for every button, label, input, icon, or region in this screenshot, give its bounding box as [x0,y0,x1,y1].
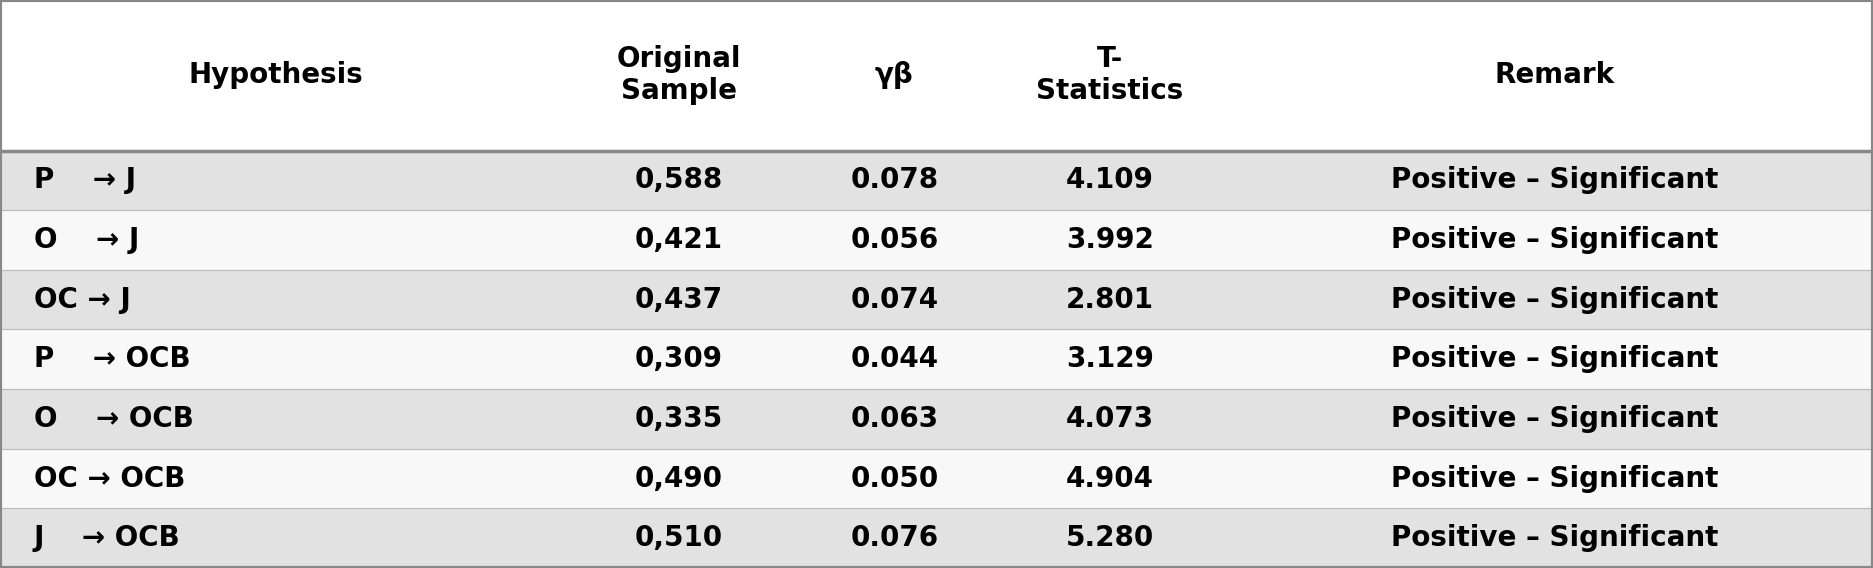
Text: 0.074: 0.074 [850,286,938,314]
Text: 0.050: 0.050 [850,465,938,492]
Text: 0.078: 0.078 [850,166,938,194]
Text: Hypothesis: Hypothesis [189,61,363,89]
Text: O    → OCB: O → OCB [34,405,193,433]
Text: Positive – Significant: Positive – Significant [1392,405,1718,433]
Text: γβ: γβ [875,61,914,89]
Text: 0,437: 0,437 [635,286,723,314]
Text: 0.063: 0.063 [850,405,938,433]
Text: 0,421: 0,421 [635,226,723,254]
Bar [0,389,1873,449]
Text: 0,510: 0,510 [635,524,723,552]
Text: OC → OCB: OC → OCB [34,465,185,492]
Text: 0,309: 0,309 [635,345,723,373]
Text: 0.056: 0.056 [850,226,938,254]
Text: 4.073: 4.073 [1066,405,1154,433]
Bar [0,449,1873,508]
Text: 0,588: 0,588 [635,166,723,194]
Text: Positive – Significant: Positive – Significant [1392,465,1718,492]
Text: Positive – Significant: Positive – Significant [1392,524,1718,552]
Text: P    → OCB: P → OCB [34,345,191,373]
Text: 0,335: 0,335 [635,405,723,433]
Text: OC → J: OC → J [34,286,131,314]
Text: P    → J: P → J [34,166,135,194]
Text: Positive – Significant: Positive – Significant [1392,345,1718,373]
Text: 5.280: 5.280 [1066,524,1154,552]
Bar [0,210,1873,270]
Text: 3.129: 3.129 [1066,345,1154,373]
Bar [0,329,1873,389]
Bar [0,508,1873,568]
Text: Original
Sample: Original Sample [616,45,742,106]
Text: 0.044: 0.044 [850,345,938,373]
Text: 2.801: 2.801 [1066,286,1154,314]
Text: T-
Statistics: T- Statistics [1036,45,1184,106]
Text: 0.076: 0.076 [850,524,938,552]
Text: 4.109: 4.109 [1066,166,1154,194]
Text: J    → OCB: J → OCB [34,524,180,552]
Text: Positive – Significant: Positive – Significant [1392,166,1718,194]
Text: Positive – Significant: Positive – Significant [1392,286,1718,314]
Text: 0,490: 0,490 [635,465,723,492]
Text: Remark: Remark [1495,61,1615,89]
Bar [0,270,1873,329]
Bar [0,151,1873,210]
Bar [0,0,1873,151]
Text: O    → J: O → J [34,226,139,254]
Text: Positive – Significant: Positive – Significant [1392,226,1718,254]
Text: 3.992: 3.992 [1066,226,1154,254]
Text: 4.904: 4.904 [1066,465,1154,492]
